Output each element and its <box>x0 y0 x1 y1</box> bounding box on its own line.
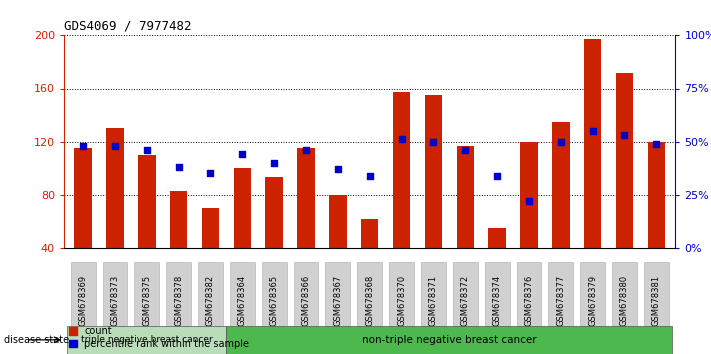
Bar <box>230 262 255 340</box>
Bar <box>424 95 442 301</box>
Text: GSM678371: GSM678371 <box>429 275 438 326</box>
Point <box>428 139 439 144</box>
Text: GSM678380: GSM678380 <box>620 275 629 326</box>
Point <box>141 147 152 153</box>
Bar <box>358 262 382 340</box>
Bar <box>297 148 315 301</box>
Text: GDS4069 / 7977482: GDS4069 / 7977482 <box>64 20 191 33</box>
Point <box>396 137 407 142</box>
Point <box>364 173 375 178</box>
Point <box>555 139 567 144</box>
Text: triple negative breast cancer: triple negative breast cancer <box>81 335 213 344</box>
Bar <box>106 128 124 301</box>
Text: GSM678379: GSM678379 <box>588 275 597 326</box>
Bar <box>326 262 351 340</box>
Text: GSM678366: GSM678366 <box>301 275 311 326</box>
Bar <box>265 177 283 301</box>
Text: GSM678369: GSM678369 <box>79 275 87 326</box>
Bar <box>456 145 474 301</box>
Text: GSM678376: GSM678376 <box>525 275 533 326</box>
Point <box>300 147 311 153</box>
Bar <box>67 326 226 354</box>
Bar <box>421 262 446 340</box>
Bar <box>361 218 378 301</box>
Bar <box>70 262 95 340</box>
Bar <box>234 168 251 301</box>
Text: GSM678382: GSM678382 <box>206 275 215 326</box>
Text: GSM678374: GSM678374 <box>493 275 501 326</box>
Bar <box>552 122 570 301</box>
Bar <box>102 262 127 340</box>
Bar <box>580 262 605 340</box>
Point <box>205 171 216 176</box>
Bar <box>262 262 287 340</box>
Text: GSM678377: GSM678377 <box>556 275 565 326</box>
Text: non-triple negative breast cancer: non-triple negative breast cancer <box>362 335 537 345</box>
Point <box>619 132 630 138</box>
Point <box>523 198 535 204</box>
Bar <box>389 262 414 340</box>
Bar <box>392 92 410 301</box>
Bar <box>329 195 347 301</box>
Bar <box>226 326 673 354</box>
Text: GSM678364: GSM678364 <box>238 275 247 326</box>
Text: GSM678373: GSM678373 <box>110 275 119 326</box>
Bar <box>170 191 188 301</box>
Bar <box>616 73 634 301</box>
Text: GSM678365: GSM678365 <box>269 275 279 326</box>
Text: GSM678381: GSM678381 <box>652 275 661 326</box>
Bar <box>644 262 669 340</box>
Bar <box>584 39 602 301</box>
Point <box>459 147 471 153</box>
Bar <box>134 262 159 340</box>
Text: GSM678368: GSM678368 <box>365 275 374 326</box>
Bar <box>75 148 92 301</box>
Text: GSM678372: GSM678372 <box>461 275 470 326</box>
Bar <box>485 262 510 340</box>
Point <box>651 141 662 147</box>
Point <box>587 128 599 134</box>
Bar <box>548 262 573 340</box>
Point <box>109 143 121 149</box>
Bar <box>516 262 541 340</box>
Text: GSM678375: GSM678375 <box>142 275 151 326</box>
Bar <box>138 155 156 301</box>
Legend: count, percentile rank within the sample: count, percentile rank within the sample <box>69 326 250 349</box>
Text: GSM678370: GSM678370 <box>397 275 406 326</box>
Text: disease state: disease state <box>4 335 69 345</box>
Bar <box>488 228 506 301</box>
Point <box>237 152 248 157</box>
Bar <box>648 142 665 301</box>
Point <box>269 160 280 166</box>
Text: GSM678378: GSM678378 <box>174 275 183 326</box>
Bar <box>198 262 223 340</box>
Bar <box>202 208 219 301</box>
Point <box>332 166 343 172</box>
Bar <box>520 142 538 301</box>
Text: GSM678367: GSM678367 <box>333 275 343 326</box>
Bar <box>294 262 319 340</box>
Bar <box>612 262 637 340</box>
Point <box>77 143 89 149</box>
Bar <box>453 262 478 340</box>
Bar <box>166 262 191 340</box>
Point <box>173 164 184 170</box>
Point <box>491 173 503 178</box>
